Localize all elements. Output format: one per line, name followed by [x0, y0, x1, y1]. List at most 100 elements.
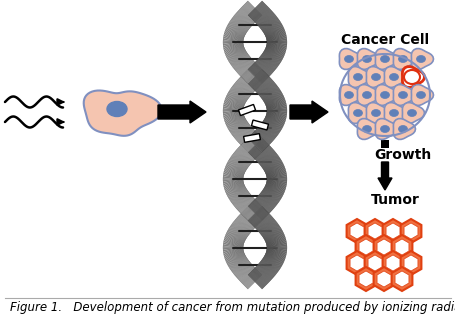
Polygon shape — [252, 142, 266, 157]
Polygon shape — [255, 130, 270, 144]
Polygon shape — [410, 49, 433, 69]
Polygon shape — [249, 204, 264, 219]
Polygon shape — [229, 257, 246, 269]
Polygon shape — [242, 143, 257, 157]
Polygon shape — [264, 27, 283, 36]
Polygon shape — [253, 75, 267, 89]
Polygon shape — [266, 45, 285, 52]
Polygon shape — [244, 4, 258, 19]
Polygon shape — [222, 40, 243, 42]
Polygon shape — [263, 52, 280, 63]
Polygon shape — [266, 43, 286, 44]
Polygon shape — [223, 171, 243, 176]
Polygon shape — [238, 129, 253, 143]
Polygon shape — [266, 31, 285, 38]
Polygon shape — [239, 130, 254, 144]
Polygon shape — [259, 220, 275, 234]
Polygon shape — [224, 47, 243, 54]
Polygon shape — [231, 122, 248, 135]
Polygon shape — [223, 175, 243, 178]
Polygon shape — [233, 261, 249, 275]
Polygon shape — [243, 203, 258, 217]
Polygon shape — [226, 49, 244, 58]
Polygon shape — [266, 174, 286, 178]
Polygon shape — [229, 21, 247, 32]
Polygon shape — [393, 84, 415, 105]
Polygon shape — [266, 44, 286, 46]
Polygon shape — [231, 190, 247, 202]
Polygon shape — [264, 255, 283, 264]
Polygon shape — [222, 244, 243, 247]
Polygon shape — [258, 14, 274, 27]
Polygon shape — [234, 193, 249, 206]
Polygon shape — [266, 41, 286, 42]
Polygon shape — [266, 45, 285, 50]
Polygon shape — [248, 2, 263, 16]
Polygon shape — [261, 54, 278, 66]
Polygon shape — [239, 214, 254, 228]
Polygon shape — [245, 71, 259, 86]
Polygon shape — [229, 52, 246, 63]
Polygon shape — [251, 4, 265, 19]
Polygon shape — [265, 232, 283, 242]
Polygon shape — [260, 84, 276, 98]
Polygon shape — [224, 170, 243, 176]
Polygon shape — [238, 60, 253, 74]
Polygon shape — [258, 218, 273, 231]
Polygon shape — [222, 111, 243, 114]
Polygon shape — [265, 254, 283, 262]
Polygon shape — [231, 191, 248, 203]
Polygon shape — [224, 168, 243, 175]
Polygon shape — [262, 258, 279, 270]
Polygon shape — [265, 98, 284, 106]
Polygon shape — [231, 156, 248, 168]
Polygon shape — [403, 255, 417, 271]
Polygon shape — [263, 256, 281, 267]
Polygon shape — [224, 252, 243, 258]
Polygon shape — [264, 163, 283, 172]
Polygon shape — [247, 274, 261, 289]
Polygon shape — [246, 139, 261, 153]
Polygon shape — [263, 226, 279, 238]
Ellipse shape — [362, 55, 371, 62]
Polygon shape — [238, 216, 253, 230]
Polygon shape — [251, 202, 266, 217]
Polygon shape — [223, 239, 243, 245]
Polygon shape — [266, 43, 286, 45]
Polygon shape — [250, 67, 264, 81]
Polygon shape — [239, 9, 254, 23]
Polygon shape — [230, 189, 247, 201]
Polygon shape — [236, 59, 252, 72]
Polygon shape — [235, 82, 251, 95]
Polygon shape — [266, 44, 286, 49]
Polygon shape — [263, 189, 279, 201]
Polygon shape — [229, 258, 247, 269]
Polygon shape — [223, 250, 243, 254]
Polygon shape — [244, 203, 258, 218]
Polygon shape — [242, 75, 257, 89]
Polygon shape — [224, 238, 243, 244]
Polygon shape — [253, 7, 268, 21]
Polygon shape — [265, 164, 283, 173]
Polygon shape — [265, 235, 284, 243]
Polygon shape — [266, 109, 286, 110]
Polygon shape — [234, 15, 250, 28]
Polygon shape — [224, 33, 243, 39]
Polygon shape — [263, 24, 281, 34]
Polygon shape — [266, 241, 286, 245]
Polygon shape — [223, 44, 243, 49]
Polygon shape — [232, 260, 248, 273]
Polygon shape — [259, 194, 274, 207]
Polygon shape — [225, 116, 244, 124]
Polygon shape — [262, 88, 278, 100]
Polygon shape — [257, 11, 272, 25]
Polygon shape — [230, 88, 247, 100]
Polygon shape — [223, 250, 243, 255]
Polygon shape — [266, 36, 286, 40]
Polygon shape — [233, 221, 249, 234]
Ellipse shape — [362, 92, 371, 99]
Polygon shape — [225, 184, 243, 192]
Polygon shape — [259, 83, 274, 96]
Polygon shape — [263, 52, 279, 64]
Polygon shape — [364, 219, 384, 243]
